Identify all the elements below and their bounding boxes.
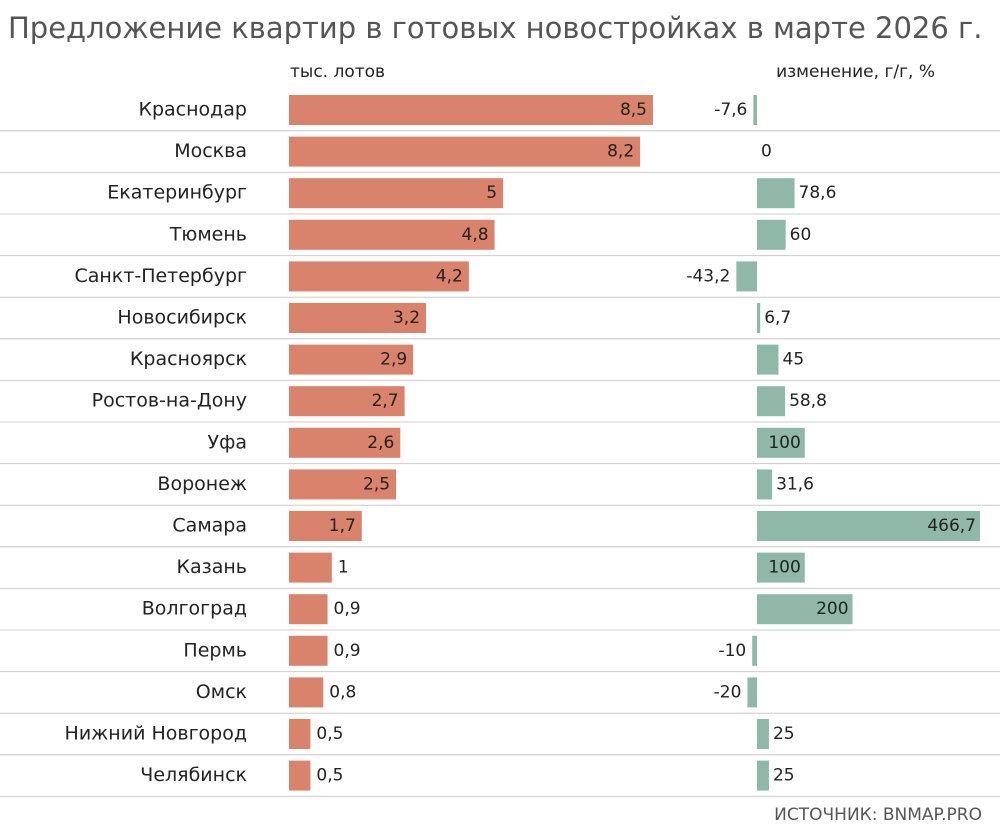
category-label: Красноярск xyxy=(130,348,247,370)
value-label: 8,5 xyxy=(620,100,647,120)
category-label: Новосибирск xyxy=(117,307,247,329)
value-label: 0,9 xyxy=(334,599,361,619)
value-label: 200 xyxy=(816,599,848,619)
bar xyxy=(289,178,504,209)
bar xyxy=(757,552,805,583)
category-label: Пермь xyxy=(183,639,247,661)
value-label: 2,5 xyxy=(363,474,390,494)
bar xyxy=(757,760,769,791)
bar xyxy=(757,594,853,625)
value-label: 100 xyxy=(768,433,800,453)
chart-title: Предложение квартир в готовых новостройк… xyxy=(8,11,983,45)
bar xyxy=(289,760,311,791)
bar xyxy=(757,469,773,500)
bar xyxy=(753,95,757,125)
value-label: 0,8 xyxy=(329,682,356,702)
value-label: 3,2 xyxy=(393,308,420,328)
category-label: Краснодар xyxy=(138,99,247,121)
value-label: 60 xyxy=(790,225,812,245)
category-label: Санкт-Петербург xyxy=(74,265,247,287)
category-label: Воронеж xyxy=(157,473,247,495)
category-label: Казань xyxy=(177,556,248,578)
value-label: 2,6 xyxy=(367,433,394,453)
category-label: Ростов-на-Дону xyxy=(92,390,247,412)
value-label: 31,6 xyxy=(776,474,814,494)
category-label: Тюмень xyxy=(169,223,247,245)
bar xyxy=(289,386,405,417)
legend-entry: изменение, г/г, % xyxy=(776,62,935,82)
value-label: 8,2 xyxy=(607,142,634,162)
value-label: 466,7 xyxy=(927,516,976,536)
category-label: Уфа xyxy=(208,431,247,453)
bar xyxy=(289,635,328,666)
bar xyxy=(289,552,332,583)
value-label: 5 xyxy=(486,183,497,203)
value-label: -10 xyxy=(718,641,746,661)
category-label: Омск xyxy=(196,681,247,703)
bar xyxy=(757,386,786,417)
bar xyxy=(757,427,805,458)
value-label: 1,7 xyxy=(329,516,356,536)
value-label: 4,2 xyxy=(436,266,463,286)
bar xyxy=(736,261,757,292)
value-label: 45 xyxy=(783,350,805,370)
value-label: 78,6 xyxy=(799,183,837,203)
value-label: 58,8 xyxy=(789,391,827,411)
category-label: Самара xyxy=(172,515,247,537)
bar xyxy=(757,511,980,541)
value-label: 2,7 xyxy=(372,391,399,411)
category-label: Москва xyxy=(174,140,247,162)
bar xyxy=(757,719,769,749)
category-label: Екатеринбург xyxy=(107,182,247,204)
value-label: 2,9 xyxy=(380,350,407,370)
legend-entry: тыс. лотов xyxy=(290,62,385,82)
value-label: -7,6 xyxy=(714,100,747,120)
value-label: 100 xyxy=(768,558,800,578)
bar xyxy=(289,344,414,375)
bar xyxy=(757,219,786,250)
value-label: 0,5 xyxy=(316,766,343,786)
category-label: Челябинск xyxy=(140,764,247,786)
bar xyxy=(757,178,795,209)
category-label: Волгоград xyxy=(142,598,247,620)
bar xyxy=(289,677,324,708)
value-label: -20 xyxy=(714,682,742,702)
value-label: 0,5 xyxy=(316,724,343,744)
value-label: 6,7 xyxy=(764,308,791,328)
source: ИСТОЧНИК: BNMAP.PRO xyxy=(774,805,982,825)
bar xyxy=(757,344,779,375)
value-label: 1 xyxy=(338,558,349,578)
value-label: 25 xyxy=(773,724,795,744)
value-label: 0,9 xyxy=(334,641,361,661)
bar xyxy=(289,303,427,333)
bar xyxy=(757,303,761,333)
value-label: 0 xyxy=(761,142,772,162)
bar xyxy=(289,719,311,749)
bar xyxy=(289,219,495,250)
bar xyxy=(289,136,641,167)
bar xyxy=(289,427,401,458)
bar xyxy=(289,95,653,125)
value-label: 25 xyxy=(773,766,795,786)
bar xyxy=(289,261,469,292)
category-label: Нижний Новгород xyxy=(65,723,247,745)
value-label: 4,8 xyxy=(462,225,489,245)
bar xyxy=(289,469,397,500)
value-label: -43,2 xyxy=(686,266,730,286)
bar xyxy=(752,635,757,666)
bar xyxy=(289,511,362,541)
bar xyxy=(289,594,328,625)
bar xyxy=(747,677,757,708)
